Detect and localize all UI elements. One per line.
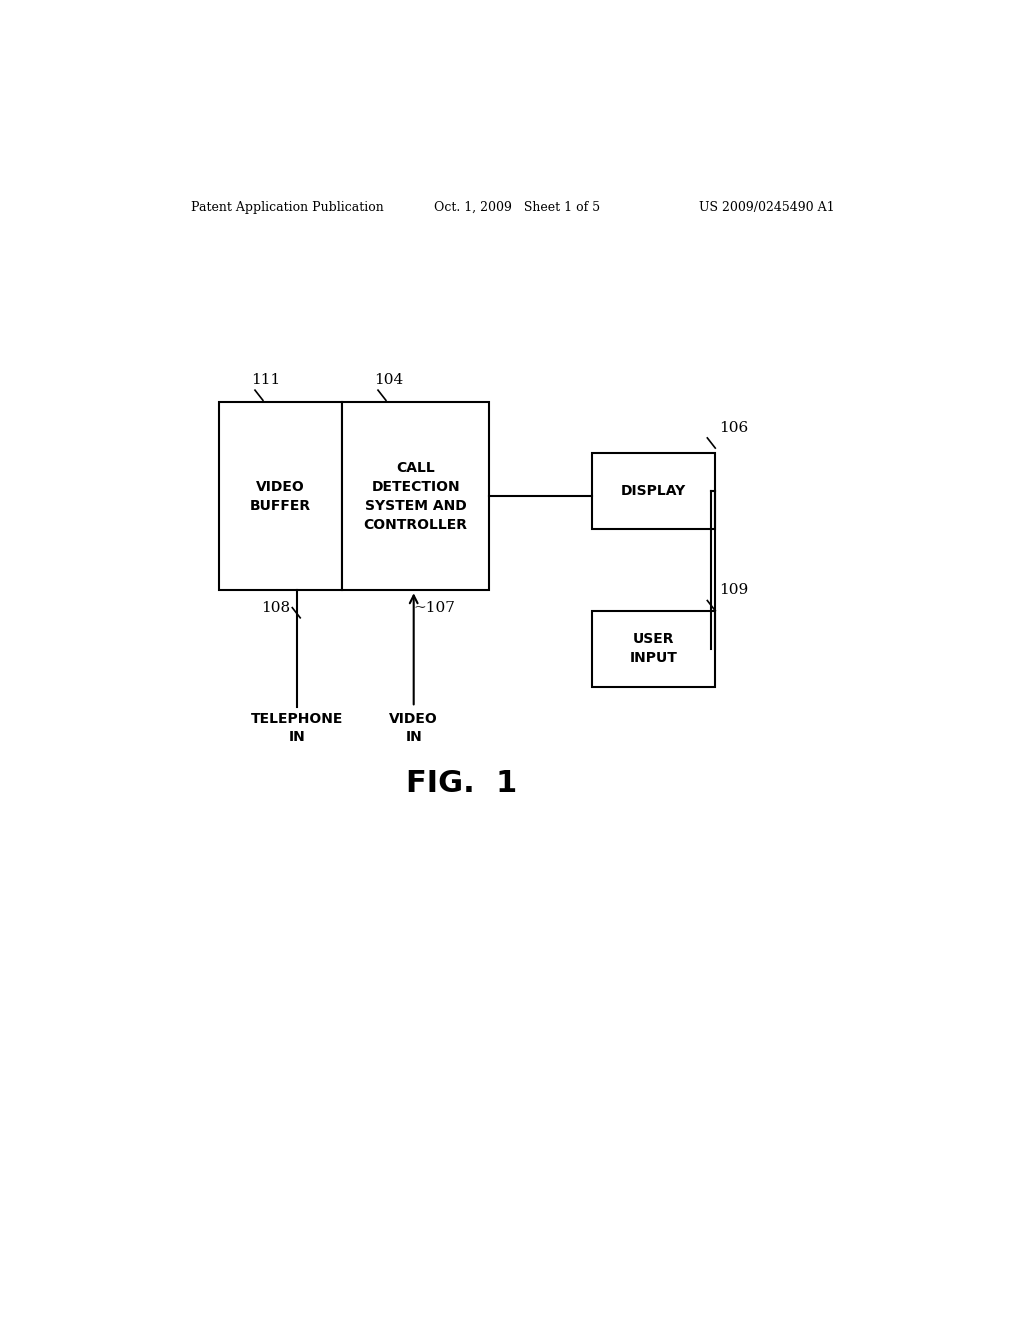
- Text: CALL
DETECTION
SYSTEM AND
CONTROLLER: CALL DETECTION SYSTEM AND CONTROLLER: [364, 461, 468, 532]
- Text: 109: 109: [719, 583, 749, 598]
- Text: TELEPHONE
IN: TELEPHONE IN: [251, 713, 343, 743]
- Text: FIG.  1: FIG. 1: [406, 770, 517, 799]
- Text: VIDEO
BUFFER: VIDEO BUFFER: [250, 480, 311, 513]
- Text: US 2009/0245490 A1: US 2009/0245490 A1: [699, 201, 835, 214]
- Text: DISPLAY: DISPLAY: [622, 484, 686, 498]
- Text: 104: 104: [374, 374, 403, 387]
- Text: USER
INPUT: USER INPUT: [630, 632, 678, 665]
- Text: 106: 106: [719, 421, 749, 434]
- Bar: [592, 453, 715, 529]
- Text: ~107: ~107: [414, 601, 456, 615]
- Bar: [342, 403, 489, 590]
- Text: Patent Application Publication: Patent Application Publication: [191, 201, 384, 214]
- Bar: [592, 611, 715, 686]
- Text: VIDEO
IN: VIDEO IN: [389, 713, 438, 743]
- Text: Oct. 1, 2009   Sheet 1 of 5: Oct. 1, 2009 Sheet 1 of 5: [433, 201, 600, 214]
- Text: 111: 111: [251, 374, 281, 387]
- Bar: [219, 403, 342, 590]
- Text: 108: 108: [261, 601, 291, 615]
